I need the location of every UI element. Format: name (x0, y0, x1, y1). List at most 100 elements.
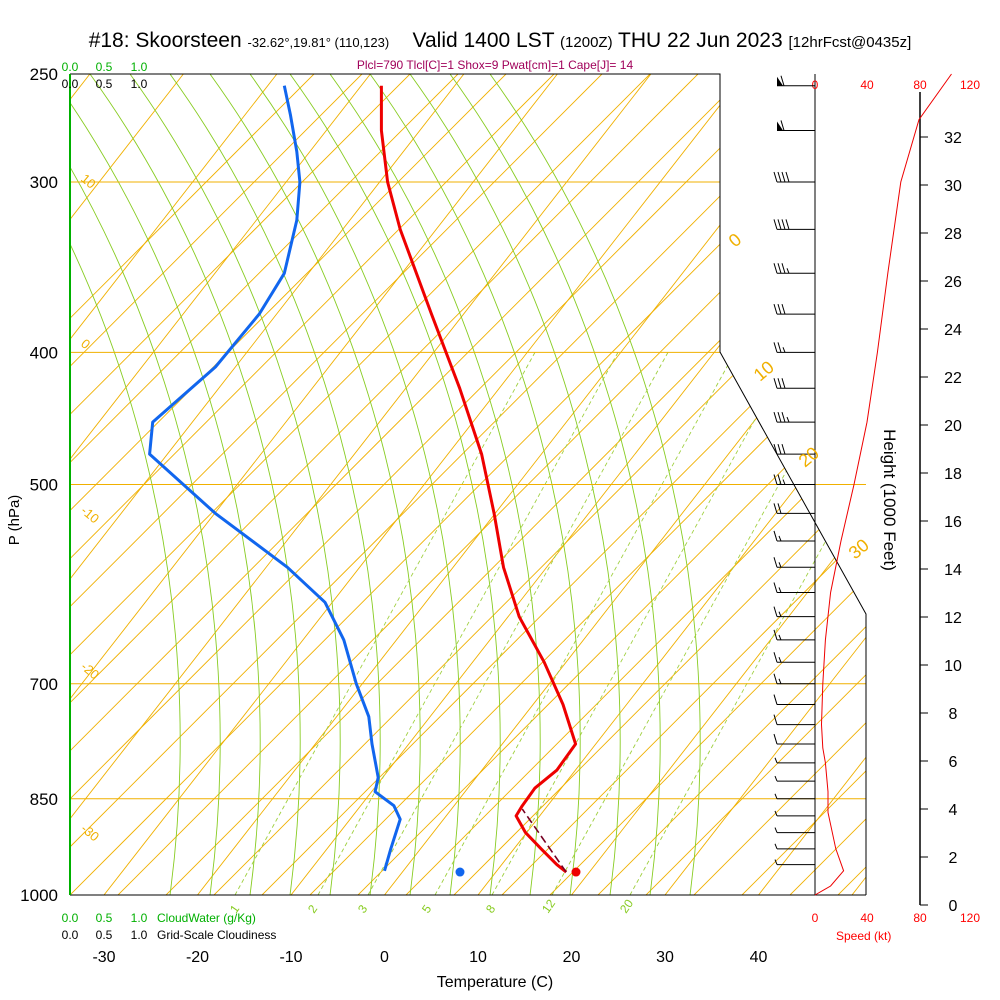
height-tick-label: 30 (944, 178, 962, 195)
wind-barb (777, 120, 815, 131)
wind-barb-flag (781, 303, 786, 315)
wind-barb-halfflag (774, 827, 778, 833)
dry-adiabat-line (645, 74, 866, 895)
wind-barb-flag (777, 171, 782, 183)
wind-barb-flag (781, 378, 786, 389)
theta-label: 10 (750, 357, 778, 385)
height-tick-label: 8 (949, 706, 958, 723)
wind-barb (773, 474, 815, 485)
pressure-tick-label: 700 (30, 675, 58, 694)
mixing-ratio-label: 12 (539, 896, 558, 915)
dry-adiabat-line (70, 74, 411, 895)
wind-barb-flag (773, 629, 778, 641)
moist-adiabat-line (70, 74, 261, 895)
wind-speed-tick-bottom: 0 (812, 911, 819, 925)
height-tick-label: 24 (944, 322, 962, 339)
moist-adiabat-line (89, 74, 301, 895)
wind-barb-flag (777, 303, 782, 315)
wind-barb-flag (781, 171, 786, 183)
wind-barb-halfflag (774, 757, 778, 764)
wind-barb (773, 171, 815, 183)
wind-barb (773, 530, 815, 542)
moist-adiabat-line (129, 74, 341, 895)
theta-label: 0 (725, 229, 746, 251)
forecast-info: [12hrFcst@0435z] (788, 34, 912, 51)
cloudiness-tick-top: 1.0 (131, 77, 148, 91)
cloudwater-tick-bottom: 0.0 (62, 911, 79, 925)
isotherm-line (664, 74, 866, 895)
indices-text: Plcl=790 Tlcl[C]=1 Shox=9 Pwat[cm]=1 Cap… (357, 58, 634, 72)
wind-barb-flag (773, 530, 778, 542)
wind-barb (774, 827, 815, 834)
moist-adiabat-line (489, 74, 701, 895)
wind-barb (773, 219, 815, 230)
wind-barb-halfflag (782, 347, 786, 353)
isotherm-label: -10 (78, 503, 102, 527)
moist-adiabat-line (70, 74, 221, 895)
wind-speed-tick-top: 80 (913, 78, 927, 92)
isotherm-line (70, 74, 371, 895)
dry-adiabat-line (934, 74, 1000, 895)
wind-barb-flag (773, 443, 778, 455)
wind-barb-flag (777, 443, 782, 455)
wind-barb-flag (773, 411, 778, 423)
moist-adiabat-line (209, 74, 421, 895)
cloudiness-tick-top: 0.0 (62, 77, 79, 91)
wind-barb-pennant (777, 76, 783, 86)
wind-barb-flag (780, 120, 785, 131)
wind-speed-label: Speed (kt) (836, 929, 891, 943)
wind-barb-halfflag (786, 268, 790, 274)
wind-barb-flag (773, 652, 778, 663)
wind-barb-flag (777, 378, 782, 389)
moist-adiabat-line (329, 74, 541, 895)
moist-adiabat-line (449, 74, 661, 895)
height-tick-label: 10 (944, 658, 962, 675)
cloudiness-tick-bottom: 0.5 (96, 928, 113, 942)
wind-barb-flag (773, 714, 778, 725)
cloudwater-tick-bottom: 0.5 (96, 911, 113, 925)
wind-barb-flag (773, 582, 778, 593)
temperature-tick-label: 0 (380, 949, 389, 966)
wind-barb-flag (777, 411, 782, 423)
wind-barb-flag (781, 443, 786, 455)
dry-adiabat-line (549, 74, 866, 895)
dry-adiabat-line (70, 74, 315, 895)
wind-barb (773, 443, 815, 455)
wind-speed-tick-top: 40 (860, 78, 874, 92)
temperature-tick-label: 10 (469, 949, 487, 966)
height-tick-label: 6 (949, 754, 958, 771)
wind-barb-halfflag (778, 535, 782, 542)
pressure-tick-label: 400 (30, 343, 58, 362)
dry-adiabat-line (70, 74, 459, 895)
wind-barb (777, 75, 815, 87)
wind-barb-flag (781, 411, 786, 423)
wind-barb-flag (777, 342, 782, 353)
height-tick-label: 32 (944, 130, 962, 147)
dry-adiabat-line (693, 74, 866, 895)
wind-barb-flag (773, 342, 778, 353)
mixing-ratio-line (629, 352, 866, 895)
wind-barb-flag (777, 263, 782, 274)
wind-barb-halfflag (774, 843, 778, 850)
wind-barb (773, 503, 815, 514)
isotherm-label: -30 (78, 821, 102, 845)
moist-adiabat-line (409, 74, 621, 895)
wind-barb-halfflag (778, 678, 782, 684)
height-tick-label: 22 (944, 370, 962, 387)
wind-barb (773, 714, 815, 726)
temperature-tick-label: -10 (279, 949, 302, 966)
wind-barb-flag (773, 263, 778, 274)
temperature-tick-label: 40 (750, 949, 768, 966)
moist-adiabat-line (169, 74, 381, 895)
wind-barb-halfflag (774, 793, 778, 799)
wind-barb-flag (773, 606, 778, 617)
moist-adiabat-line (249, 74, 461, 895)
wind-barb-flag (773, 303, 778, 315)
wind-barb (773, 411, 815, 423)
station-name: #18: Skoorsteen (88, 29, 242, 52)
theta-label: 30 (845, 535, 873, 563)
wind-barb-flag (773, 219, 778, 230)
mixing-ratio-label: 8 (483, 902, 498, 916)
wind-barb-halfflag (786, 416, 790, 423)
pressure-tick-label: 500 (30, 476, 58, 495)
